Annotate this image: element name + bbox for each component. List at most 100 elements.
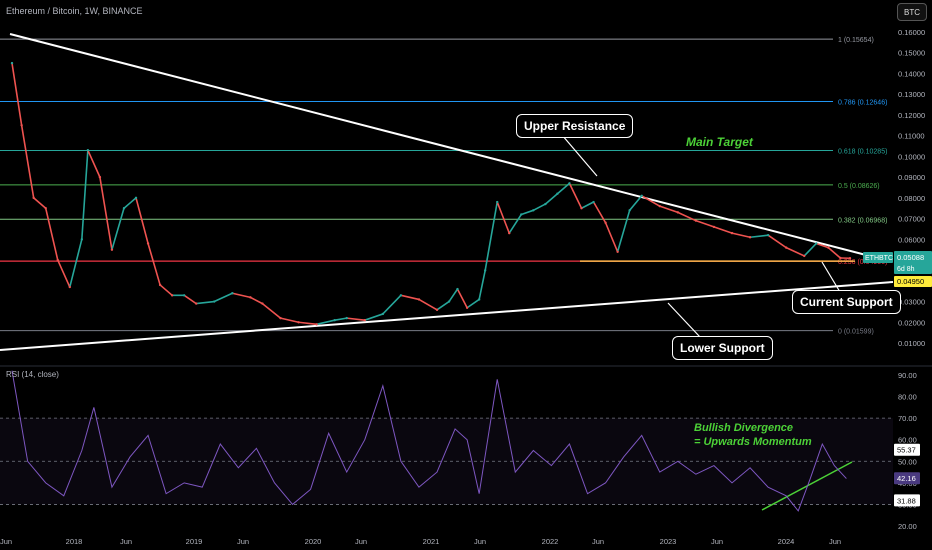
- xtick-1: 2018: [66, 537, 83, 546]
- price-segment-33: [456, 288, 468, 309]
- currency-button[interactable]: BTC: [897, 3, 927, 21]
- rsi-ytick-4: 50.00: [898, 457, 917, 466]
- price-segment-14: [159, 284, 173, 297]
- price-point-11: [134, 196, 138, 200]
- price-segment-50: [658, 205, 679, 214]
- price-segment-12: [135, 197, 149, 245]
- price-point-39: [532, 209, 535, 212]
- price-segment-47: [616, 209, 631, 253]
- price-point-48: [640, 194, 643, 197]
- price-point-54: [748, 236, 752, 239]
- price-point-8: [98, 175, 102, 179]
- price-ytick-2: 0.14000: [898, 69, 925, 78]
- price-point-24: [333, 318, 336, 322]
- main-target-label: Main Target: [686, 135, 753, 149]
- price-point-34: [477, 298, 481, 301]
- bullish-divergence-line2: = Upwards Momentum: [694, 436, 812, 448]
- price-segment-20: [249, 296, 264, 305]
- price-segment-19: [231, 292, 252, 299]
- price-point-6: [80, 238, 84, 241]
- price-point-29: [417, 298, 421, 301]
- price-point-32: [456, 287, 459, 291]
- upper-resistance-pointer: [561, 134, 598, 177]
- rsi-value-label-1: 42.16: [897, 474, 916, 483]
- rsi-ytick-7: 20.00: [898, 522, 917, 531]
- price-segment-39: [520, 209, 535, 216]
- price-segment-13: [147, 242, 161, 286]
- price-segment-45: [592, 201, 607, 224]
- bullish-divergence-line1: Bullish Divergence: [694, 422, 794, 434]
- symbol-tag-bg: [863, 252, 893, 263]
- price-segment-7: [81, 149, 89, 241]
- xtick-13: 2024: [778, 537, 795, 546]
- xtick-11: 2023: [660, 537, 677, 546]
- price-segment-59: [815, 242, 830, 249]
- price-point-35: [483, 269, 487, 272]
- price-point-59: [827, 246, 830, 249]
- price-segment-4: [44, 207, 59, 261]
- xtick-6: Jun: [355, 537, 367, 546]
- upper-resistance-callout: Upper Resistance: [516, 114, 634, 138]
- price-segment-5: [56, 259, 71, 288]
- fib-label-6: 0 (0.01599): [838, 329, 874, 336]
- upper-resistance-trendline: [9, 33, 867, 256]
- price-point-14: [170, 294, 174, 297]
- price-ytick-3: 0.13000: [898, 90, 925, 99]
- price-point-58: [815, 242, 818, 245]
- price-ytick-10: 0.06000: [898, 235, 925, 244]
- price-segment-52: [695, 219, 715, 228]
- price-point-10: [122, 207, 126, 210]
- price-point-7: [86, 148, 90, 152]
- price-point-28: [399, 294, 403, 297]
- price-point-43: [580, 207, 583, 210]
- price-point-1: [20, 124, 23, 127]
- price-segment-10: [111, 207, 125, 251]
- price-point-15: [182, 294, 186, 297]
- lower-support-pointer: [667, 302, 701, 338]
- price-segment-34: [466, 298, 480, 309]
- price-point-53: [730, 231, 734, 235]
- price-point-2: [32, 196, 35, 200]
- fib-label-5: 0.236 (0.04950): [838, 259, 887, 266]
- rsi-ytick-3: 60.00: [898, 436, 917, 445]
- price-point-44: [592, 200, 595, 204]
- xtick-0: Jun: [0, 537, 12, 546]
- price-point-17: [213, 300, 216, 303]
- price-point-26: [363, 318, 366, 322]
- price-segment-42: [556, 182, 571, 195]
- price-point-36: [496, 200, 499, 204]
- price-segment-2: [20, 124, 35, 199]
- price-point-21: [279, 316, 282, 320]
- price-point-31: [447, 300, 451, 303]
- price-segment-25: [333, 317, 348, 321]
- xtick-4: Jun: [237, 537, 249, 546]
- price-point-51: [694, 219, 698, 222]
- price-segment-48: [628, 194, 643, 212]
- price-point-19: [249, 296, 252, 299]
- price-point-4: [56, 258, 59, 262]
- price-point-61: [848, 257, 852, 260]
- lower-support-trendline: [0, 281, 894, 351]
- price-point-27: [381, 312, 385, 316]
- price-point-45: [604, 221, 607, 224]
- price-point-47: [628, 209, 631, 212]
- price-ytick-4: 0.12000: [898, 111, 925, 120]
- price-point-57: [803, 254, 806, 258]
- fib-label-0: 1 (0.15654): [838, 37, 874, 44]
- rsi-value-label-0: 55.37: [897, 446, 916, 455]
- price-point-5: [68, 285, 71, 289]
- price-point-55: [766, 233, 770, 237]
- price-point-3: [44, 207, 47, 210]
- price-point-60: [839, 256, 842, 260]
- rsi-value-label-2: 31.88: [897, 496, 916, 505]
- price-ytick-0: 0.16000: [898, 28, 925, 37]
- support-price-bg: [894, 276, 932, 287]
- price-point-38: [520, 213, 523, 216]
- rsi-value-bg-2: [894, 494, 920, 507]
- chart-title: Ethereum / Bitcoin, 1W, BINANCE: [6, 6, 143, 16]
- price-segment-60: [827, 246, 842, 259]
- price-ytick-9: 0.07000: [898, 215, 925, 224]
- price-point-13: [158, 283, 162, 287]
- lower-support-callout: Lower Support: [672, 336, 773, 360]
